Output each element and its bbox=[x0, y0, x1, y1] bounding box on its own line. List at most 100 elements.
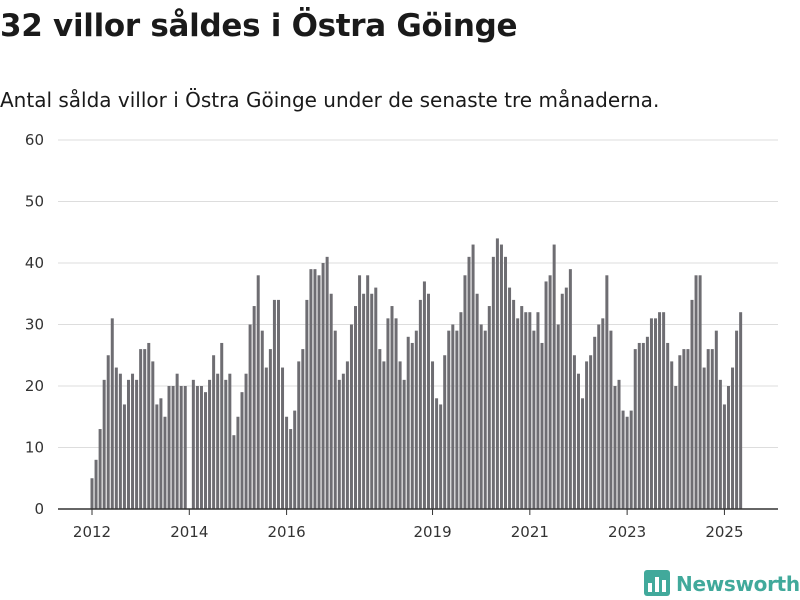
bar bbox=[426, 293, 430, 509]
bar bbox=[443, 355, 447, 509]
bar bbox=[593, 336, 597, 509]
bar bbox=[175, 373, 179, 509]
bar bbox=[585, 361, 589, 509]
y-tick-label: 30 bbox=[25, 316, 44, 334]
bar bbox=[674, 386, 678, 509]
y-tick-label: 0 bbox=[34, 500, 44, 518]
bar bbox=[240, 392, 244, 509]
bar bbox=[163, 416, 167, 509]
bar bbox=[597, 324, 601, 509]
bar bbox=[406, 336, 410, 509]
bar bbox=[220, 342, 224, 509]
bar bbox=[272, 299, 276, 509]
bar bbox=[159, 398, 163, 509]
bar bbox=[560, 293, 564, 509]
bar bbox=[341, 373, 345, 509]
bar bbox=[678, 355, 682, 509]
bar bbox=[439, 404, 443, 509]
bar bbox=[366, 275, 370, 509]
bar bbox=[236, 416, 240, 509]
bar bbox=[463, 275, 467, 509]
bar bbox=[264, 367, 268, 509]
bar bbox=[114, 367, 118, 509]
bar bbox=[718, 379, 722, 509]
bar bbox=[285, 416, 289, 509]
bar bbox=[224, 379, 228, 509]
x-tick-label: 2023 bbox=[608, 523, 646, 541]
bar bbox=[690, 299, 694, 509]
bar bbox=[135, 379, 139, 509]
bar bbox=[90, 478, 94, 509]
bar bbox=[244, 373, 248, 509]
bar bbox=[625, 416, 629, 509]
bar bbox=[576, 373, 580, 509]
bar bbox=[512, 299, 516, 509]
bar bbox=[568, 269, 572, 509]
bar bbox=[329, 293, 333, 509]
data-labels: 32 bbox=[738, 0, 760, 5]
x-tick-label: 2019 bbox=[413, 523, 451, 541]
bar bbox=[552, 244, 556, 510]
bar bbox=[228, 373, 232, 509]
bar bbox=[645, 336, 649, 509]
bar bbox=[252, 306, 256, 509]
bar bbox=[276, 299, 280, 509]
x-tick-label: 2025 bbox=[705, 523, 743, 541]
bar bbox=[199, 386, 203, 509]
bar bbox=[702, 367, 706, 509]
bar bbox=[467, 256, 471, 509]
bar bbox=[394, 318, 398, 509]
bar bbox=[321, 263, 325, 509]
bar bbox=[106, 355, 110, 509]
x-tick-label: 2014 bbox=[170, 523, 208, 541]
bar bbox=[710, 349, 714, 509]
bar bbox=[370, 293, 374, 509]
bar bbox=[633, 349, 637, 509]
bar bbox=[167, 386, 171, 509]
bar bbox=[662, 312, 666, 509]
bar bbox=[212, 355, 216, 509]
bar bbox=[386, 318, 390, 509]
bar bbox=[139, 349, 143, 509]
bar bbox=[536, 312, 540, 509]
bar bbox=[431, 361, 435, 509]
y-tick-label: 20 bbox=[25, 377, 44, 395]
bar bbox=[268, 349, 272, 509]
bar bbox=[459, 312, 463, 509]
bar bbox=[281, 367, 285, 509]
bar bbox=[179, 386, 183, 509]
bar bbox=[739, 312, 743, 509]
bar bbox=[581, 398, 585, 509]
bar bbox=[345, 361, 349, 509]
bar bbox=[110, 318, 114, 509]
bar bbox=[358, 275, 362, 509]
newsworthy-logo: Newsworthy bbox=[644, 568, 800, 600]
bar bbox=[601, 318, 605, 509]
bar bbox=[362, 293, 366, 509]
bar bbox=[435, 398, 439, 509]
bar bbox=[682, 349, 686, 509]
bar bbox=[487, 306, 491, 509]
bar bbox=[694, 275, 698, 509]
bar bbox=[260, 330, 264, 509]
bar bbox=[714, 330, 718, 509]
x-tick-label: 2016 bbox=[267, 523, 305, 541]
bar bbox=[126, 379, 130, 509]
bar bbox=[289, 429, 293, 509]
bar bbox=[491, 256, 495, 509]
bar bbox=[422, 281, 426, 509]
bar bbox=[451, 324, 455, 509]
bar bbox=[382, 361, 386, 509]
bar bbox=[613, 386, 617, 509]
bar bbox=[102, 379, 106, 509]
bar bbox=[670, 361, 674, 509]
bar bbox=[617, 379, 621, 509]
bar bbox=[313, 269, 317, 509]
bar bbox=[208, 379, 212, 509]
bar bbox=[333, 330, 337, 509]
bar bbox=[171, 386, 175, 509]
bar bbox=[297, 361, 301, 509]
bar bbox=[309, 269, 313, 509]
bar bbox=[305, 299, 309, 509]
bar-series bbox=[90, 238, 743, 510]
